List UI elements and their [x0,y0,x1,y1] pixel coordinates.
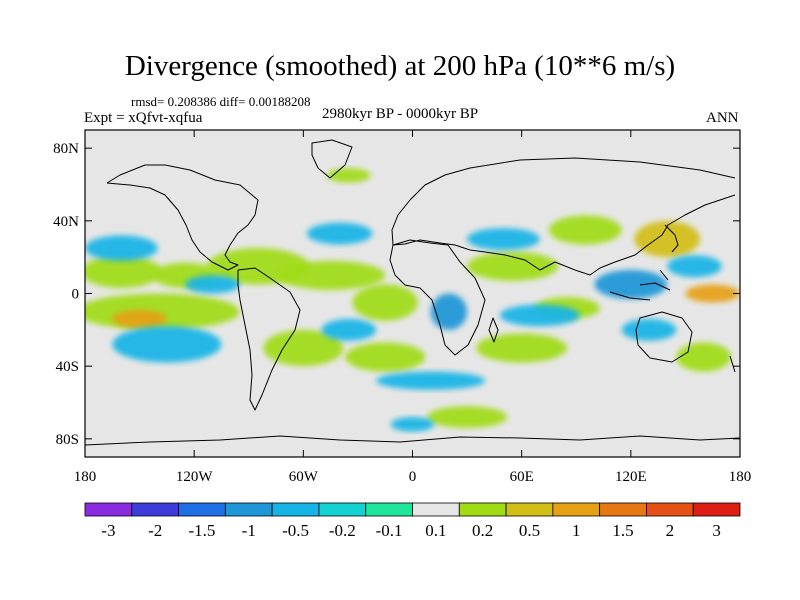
colorbar-label: -0.1 [376,521,403,540]
divergence-region [376,371,486,390]
coastline-north-america [106,164,259,271]
divergence-region [85,255,162,289]
divergence-field [85,168,740,432]
colorbar-swatch [692,502,741,517]
colorbar-swatch [318,502,367,517]
x-tick-label: 120E [615,469,647,485]
chart-title: Divergence (smoothed) at 200 hPa (10**6 … [124,50,676,82]
colorbar-label: 0.5 [519,521,540,540]
y-tick-label: 0 [72,287,80,303]
colorbar-swatch [505,502,554,517]
divergence-region [276,260,386,290]
divergence-region [594,269,668,299]
y-tick-label: 80S [56,432,79,448]
colorbar-swatch [646,502,694,517]
coastline-indonesia [609,269,671,301]
experiment-label: Expt = xQfvt-xqfua [84,110,203,126]
x-tick-label: 120W [176,469,214,485]
coastline-japan [664,224,679,253]
colorbar-label: 0.1 [425,521,446,540]
divergence-region [685,284,740,303]
divergence-region [185,275,240,294]
divergence-region [634,220,700,258]
x-tick-label: 0 [409,469,417,485]
divergence-region [345,342,426,372]
divergence-region [676,342,731,372]
divergence-region [306,222,373,245]
divergence-region [352,284,418,321]
colorbar-label: -3 [101,521,115,540]
divergence-region [112,309,167,329]
colorbar-label: 3 [712,521,721,540]
coastline-europe-asia [391,157,736,276]
x-tick-label: 180 [729,469,752,485]
colorbar-swatch [271,502,320,517]
y-tick-label: 40S [56,359,79,375]
colorbar-swatch [84,502,133,517]
coastline-africa [389,239,486,356]
colorbar-label: 0.2 [472,521,493,540]
y-tick-label: 80N [53,141,79,157]
divergence-region [112,326,222,363]
divergence-region [263,329,344,367]
divergence-region [430,293,468,330]
colorbar-swatch [178,502,226,517]
coastlines [85,139,740,446]
colorbar-label: -2 [148,521,162,540]
colorbar-swatch [412,502,460,517]
divergence-region [499,304,580,327]
coastline-south-america [237,267,301,411]
colorbar-label: -1 [242,521,256,540]
colorbar-label: 2 [666,521,675,540]
colorbar: -3 -2 -1.5 -1 -0.5 -0.2 -0.1 0.1 0.2 0.5 1 1.5 2 3 [84,502,741,540]
coastline-new-zealand [729,355,736,373]
colorbar-swatch [458,502,507,517]
colorbar-label: -1.5 [189,521,216,540]
coastline-greenland [311,139,353,179]
coastline-antarctica [85,435,740,446]
axes: 180 120W 60W 0 60E 120E 180 80N 40N 0 40S 80S [53,130,751,485]
rmsd-stats: rmsd= 0.208386 diff= 0.00188208 [131,94,311,109]
divergence-region [548,215,622,245]
y-tick-label: 40N [53,214,79,230]
divergence-region [476,333,568,363]
colorbar-swatch [224,502,273,517]
colorbar-swatch [552,502,601,517]
colorbar-label: 1 [572,521,581,540]
colorbar-swatch [599,502,647,517]
x-tick-label: 60E [510,469,534,485]
colorbar-label: 1.5 [612,521,633,540]
colorbar-label: -0.2 [329,521,356,540]
colorbar-swatch [131,502,179,517]
x-tick-label: 180 [74,469,97,485]
period-label: 2980kyr BP - 0000kyr BP [322,106,479,122]
divergence-region [85,235,158,261]
coastline-australia [635,311,693,363]
colorbar-swatch [365,502,413,517]
divergence-region [467,228,540,250]
colorbar-label: -0.5 [282,521,309,540]
divergence-region [467,251,559,281]
coastline-madagascar [488,317,499,343]
divergence-region [321,318,377,341]
x-tick-label: 60W [289,469,319,485]
divergence-region [390,417,435,432]
divergence-region [427,406,508,428]
season-label: ANN [706,110,739,126]
divergence-region [621,318,677,341]
divergence-region [667,255,722,278]
